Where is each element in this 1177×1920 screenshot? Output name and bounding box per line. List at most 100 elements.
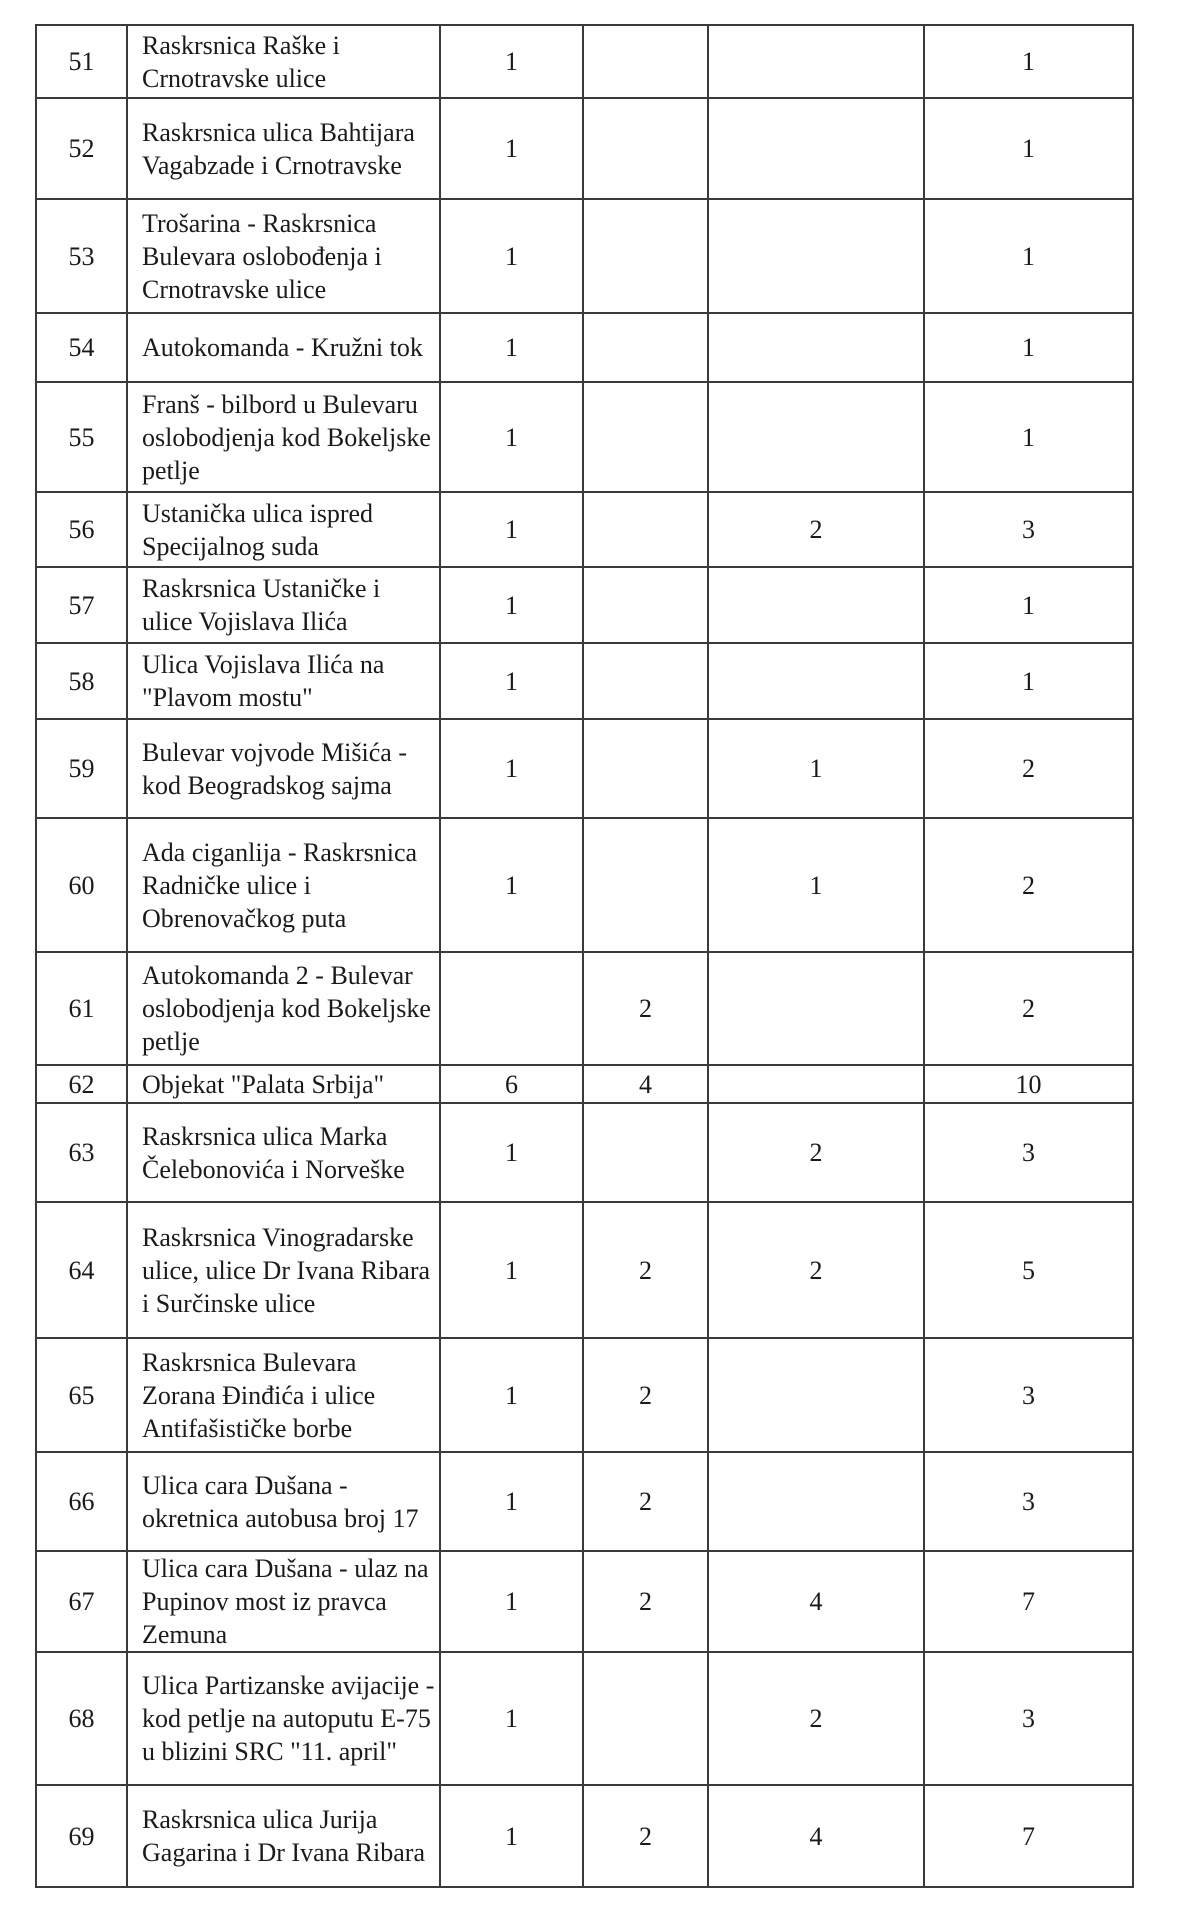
count-cell-2: 2 — [582, 1337, 709, 1453]
table-row: 56 Ustanička ulica ispred Specijalnog sud… — [35, 491, 1134, 568]
count-cell-3: 1 — [707, 817, 925, 953]
location-cell: Raskrsnica ulica Marka Čelebonovića i No… — [126, 1102, 441, 1203]
row-number: 64 — [35, 1201, 128, 1339]
count-cell-3 — [707, 1451, 925, 1552]
table-row: 65 Raskrsnica Bulevara Zorana Đinđića i u… — [35, 1337, 1134, 1453]
total-cell: 7 — [923, 1784, 1134, 1888]
location-cell: Raskrsnica Ustaničke i ulice Vojislava I… — [126, 566, 441, 644]
location-cell: Ustanička ulica ispred Specijalnog suda — [126, 491, 441, 568]
count-cell-2 — [582, 817, 709, 953]
count-cell-3 — [707, 1064, 925, 1104]
count-cell-3: 2 — [707, 1651, 925, 1786]
count-cell-1: 1 — [439, 1201, 584, 1339]
row-number: 63 — [35, 1102, 128, 1203]
location-cell: Ada ciganlija - Raskrsnica Radničke ulic… — [126, 817, 441, 953]
row-number: 65 — [35, 1337, 128, 1453]
count-cell-1: 1 — [439, 381, 584, 493]
count-cell-1: 1 — [439, 566, 584, 644]
total-cell: 10 — [923, 1064, 1134, 1104]
count-cell-1: 1 — [439, 1337, 584, 1453]
table-row: 68 Ulica Partizanske avijacije - kod petl… — [35, 1651, 1134, 1786]
row-number: 57 — [35, 566, 128, 644]
count-cell-2 — [582, 718, 709, 819]
count-cell-3: 4 — [707, 1550, 925, 1653]
total-cell: 3 — [923, 491, 1134, 568]
count-cell-1: 1 — [439, 642, 584, 720]
count-cell-2: 4 — [582, 1064, 709, 1104]
count-cell-3: 2 — [707, 1102, 925, 1203]
total-cell: 3 — [923, 1102, 1134, 1203]
count-cell-1: 1 — [439, 1651, 584, 1786]
count-cell-2 — [582, 566, 709, 644]
table-row: 51 Raskrsnica Raške i Crnotravske ulice 1 1 — [35, 24, 1134, 99]
table-row: 52 Raskrsnica ulica Bahtijara Vagabzade i… — [35, 97, 1134, 200]
count-cell-1: 1 — [439, 1550, 584, 1653]
location-cell: Raskrsnica ulica Bahtijara Vagabzade i C… — [126, 97, 441, 200]
location-cell: Ulica cara Dušana - ulaz na Pupinov most… — [126, 1550, 441, 1653]
count-cell-3 — [707, 951, 925, 1066]
count-cell-2 — [582, 24, 709, 99]
total-cell: 1 — [923, 312, 1134, 383]
location-cell: Ulica cara Dušana - okretnica autobusa b… — [126, 1451, 441, 1552]
table-row: 66 Ulica cara Dušana - okretnica autobusa… — [35, 1451, 1134, 1552]
location-cell: Raskrsnica Bulevara Zorana Đinđića i uli… — [126, 1337, 441, 1453]
row-number: 55 — [35, 381, 128, 493]
table-row: 61 Autokomanda 2 - Bulevar oslobodjenja k… — [35, 951, 1134, 1066]
count-cell-3 — [707, 198, 925, 314]
location-cell: Objekat "Palata Srbija" — [126, 1064, 441, 1104]
total-cell: 3 — [923, 1651, 1134, 1786]
location-cell: Raskrsnica Raške i Crnotravske ulice — [126, 24, 441, 99]
count-cell-2 — [582, 381, 709, 493]
count-cell-1: 1 — [439, 312, 584, 383]
row-number: 61 — [35, 951, 128, 1066]
count-cell-1: 1 — [439, 491, 584, 568]
table-row: 63 Raskrsnica ulica Marka Čelebonovića i … — [35, 1102, 1134, 1203]
table-row: 67 Ulica cara Dušana - ulaz na Pupinov mo… — [35, 1550, 1134, 1653]
count-cell-3 — [707, 566, 925, 644]
location-cell: Bulevar vojvode Mišića - kod Beogradskog… — [126, 718, 441, 819]
table-row: 59 Bulevar vojvode Mišića - kod Beogradsk… — [35, 718, 1134, 819]
count-cell-1: 1 — [439, 817, 584, 953]
table-row: 64 Raskrsnica Vinogradarske ulice, ulice … — [35, 1201, 1134, 1339]
count-cell-1: 1 — [439, 198, 584, 314]
row-number: 54 — [35, 312, 128, 383]
row-number: 53 — [35, 198, 128, 314]
count-cell-2: 2 — [582, 951, 709, 1066]
row-number: 52 — [35, 97, 128, 200]
count-cell-2 — [582, 312, 709, 383]
count-cell-3 — [707, 312, 925, 383]
row-number: 69 — [35, 1784, 128, 1888]
table-row: 58 Ulica Vojislava Ilića na "Plavom mostu… — [35, 642, 1134, 720]
row-number: 62 — [35, 1064, 128, 1104]
count-cell-1: 1 — [439, 1451, 584, 1552]
count-cell-2: 2 — [582, 1784, 709, 1888]
row-number: 60 — [35, 817, 128, 953]
table-row: 69 Raskrsnica ulica Jurija Gagarina i Dr … — [35, 1784, 1134, 1888]
total-cell: 1 — [923, 381, 1134, 493]
count-cell-3: 1 — [707, 718, 925, 819]
count-cell-2: 2 — [582, 1550, 709, 1653]
count-cell-2 — [582, 491, 709, 568]
total-cell: 7 — [923, 1550, 1134, 1653]
total-cell: 1 — [923, 97, 1134, 200]
total-cell: 2 — [923, 817, 1134, 953]
location-cell: Raskrsnica Vinogradarske ulice, ulice Dr… — [126, 1201, 441, 1339]
count-cell-1: 1 — [439, 1784, 584, 1888]
total-cell: 1 — [923, 566, 1134, 644]
count-cell-1: 1 — [439, 24, 584, 99]
count-cell-2 — [582, 1102, 709, 1203]
total-cell: 1 — [923, 642, 1134, 720]
count-cell-2 — [582, 1651, 709, 1786]
locations-table: 51 Raskrsnica Raške i Crnotravske ulice 1 1… — [35, 24, 1134, 1888]
count-cell-2 — [582, 642, 709, 720]
table-row: 60 Ada ciganlija - Raskrsnica Radničke ul… — [35, 817, 1134, 953]
table-row: 53 Trošarina - Raskrsnica Bulevara oslobo… — [35, 198, 1134, 314]
count-cell-3: 4 — [707, 1784, 925, 1888]
count-cell-1: 6 — [439, 1064, 584, 1104]
total-cell: 2 — [923, 718, 1134, 819]
count-cell-3: 2 — [707, 491, 925, 568]
count-cell-3 — [707, 24, 925, 99]
row-number: 67 — [35, 1550, 128, 1653]
count-cell-1: 1 — [439, 97, 584, 200]
count-cell-2: 2 — [582, 1201, 709, 1339]
